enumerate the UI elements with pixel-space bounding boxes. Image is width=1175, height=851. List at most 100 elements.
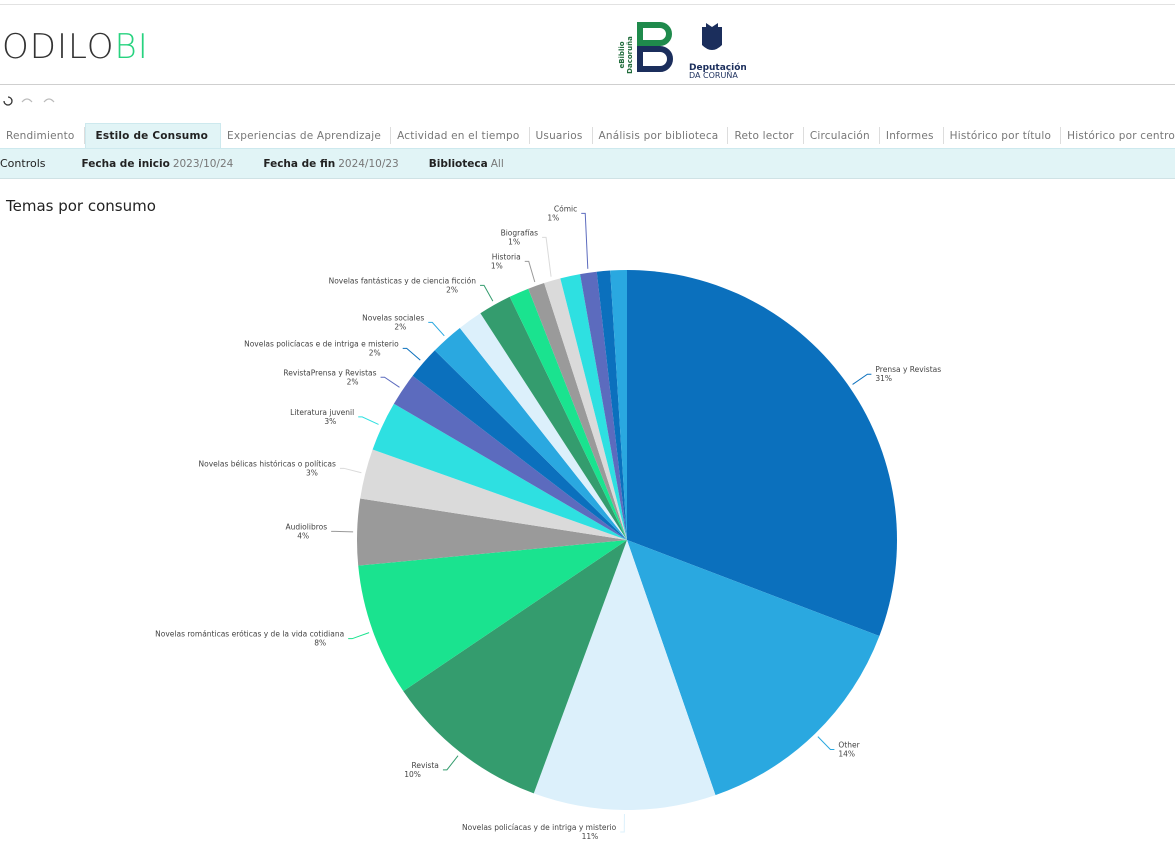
slice-value-label: 4% <box>297 531 309 540</box>
leader-line <box>331 530 354 533</box>
undo-icon[interactable] <box>21 98 33 103</box>
pie-slice <box>356 498 627 566</box>
partner-sub: DA CORUÑA <box>689 70 738 79</box>
slice-label: Other <box>838 741 860 750</box>
tab[interactable]: Informes <box>880 127 944 144</box>
leader-line <box>852 373 872 385</box>
partner-logo: eBiblio Dacoruña Deputación DA CORUÑA <box>618 22 746 79</box>
b-icon <box>637 22 672 46</box>
filter[interactable]: Fecha de fin 2024/10/23 <box>263 158 398 170</box>
filter[interactable]: Fecha de inicio 2023/10/24 <box>82 158 234 170</box>
tab[interactable]: Circulación <box>804 127 880 144</box>
tab[interactable]: Experiencias de Aprendizaje <box>221 127 392 144</box>
slice-label: Novelas fantásticas y de ciencia ficción <box>329 276 477 285</box>
tab[interactable]: Histórico por título <box>944 127 1062 144</box>
slice-label: Cómic <box>554 204 577 213</box>
chart-title: Temas por consumo <box>6 197 156 215</box>
pie-slice <box>596 270 627 540</box>
pie-slice <box>360 449 627 540</box>
filter-label: Fecha de inicio <box>81 157 170 170</box>
filter-label: Biblioteca <box>428 157 488 170</box>
leader-line <box>817 736 835 751</box>
tab[interactable]: Rendimiento <box>0 127 85 144</box>
pie-slice <box>393 375 627 540</box>
slice-value-label: 14% <box>838 750 855 759</box>
logo[interactable]: ODILOBI <box>2 27 149 67</box>
redo-icon[interactable] <box>43 98 55 103</box>
controls-label[interactable]: Controls <box>0 157 46 170</box>
pie-slice <box>627 540 880 796</box>
slice-value-label: 2% <box>394 322 406 331</box>
pie-slice <box>509 288 627 540</box>
pie-slice <box>610 270 627 540</box>
pie-slice <box>544 278 627 540</box>
tab[interactable]: Usuarios <box>530 127 593 144</box>
slice-value-label: 2% <box>347 377 359 386</box>
filter[interactable]: Biblioteca All <box>429 158 504 170</box>
slice-value-label: 2% <box>446 285 458 294</box>
pie-slice <box>627 270 897 636</box>
leader-line <box>442 755 459 771</box>
tab[interactable]: Estilo de Consumo <box>84 123 222 148</box>
pie-slice <box>412 350 627 540</box>
slice-label: Novelas bélicas históricas o políticas <box>199 459 336 468</box>
b-icon <box>637 46 673 72</box>
pie-slice <box>480 296 627 540</box>
partner-vertical-2: Dacoruña <box>626 36 634 74</box>
slice-value-label: 1% <box>508 237 520 246</box>
leader-line <box>348 632 370 640</box>
leader-line <box>480 284 494 302</box>
tab[interactable]: Reto lector <box>728 127 804 144</box>
slice-value-label: 31% <box>875 374 892 383</box>
pie-slice <box>459 313 627 540</box>
leader-line <box>380 376 400 388</box>
slice-label: Novelas policíacas y de intriga y mister… <box>462 823 617 832</box>
filter-value: 2024/10/23 <box>338 157 399 170</box>
pie-slice <box>580 271 627 540</box>
slice-label: Historia <box>492 252 521 261</box>
pie-slice <box>528 283 627 540</box>
pie-slice <box>358 540 627 692</box>
filter-bar: Controls Fecha de inicio 2023/10/24 Fecha … <box>0 149 1175 179</box>
tab[interactable]: Análisis por biblioteca <box>593 127 729 144</box>
slice-value-label: 1% <box>547 213 559 222</box>
leader-line <box>428 321 445 337</box>
slice-value-label: 1% <box>491 261 503 270</box>
leader-line <box>524 260 536 283</box>
header: ODILOBI eBiblio Dacoruña Deputación DA C… <box>0 5 1175 85</box>
refresh-icon[interactable] <box>3 96 13 106</box>
slice-label: Novelas románticas eróticas y de la vida… <box>155 630 344 639</box>
pie-slice <box>434 327 627 540</box>
logo-accent: BI <box>114 27 149 67</box>
pie-slice <box>403 540 627 794</box>
filter-value: 2023/10/24 <box>172 157 234 170</box>
tab[interactable]: Histórico por centro <box>1067 129 1175 142</box>
partner-name: Deputación <box>689 62 746 73</box>
leader-line <box>581 212 589 269</box>
leader-line <box>402 347 421 361</box>
slice-label: Prensa y Revistas <box>875 365 941 374</box>
tab[interactable]: Actividad en el tiempo <box>391 127 530 144</box>
slice-label: RevistaPrensa y Revistas <box>283 368 376 377</box>
top-border <box>0 4 1175 5</box>
slice-label: Audiolibros <box>285 522 327 531</box>
slice-label: Biografías <box>501 228 539 237</box>
filter-value: All <box>490 157 504 170</box>
leader-line <box>542 236 552 277</box>
logo-main: ODILO <box>2 27 115 67</box>
leader-line <box>358 416 379 425</box>
slice-value-label: 3% <box>324 417 336 426</box>
slice-value-label: 8% <box>314 639 326 648</box>
slice-value-label: 10% <box>404 770 421 779</box>
pie-slice <box>560 274 627 540</box>
leader-line <box>620 813 625 833</box>
leader-line <box>339 467 362 474</box>
pie-slice <box>533 540 716 810</box>
slice-value-label: 2% <box>369 348 381 357</box>
slice-value-label: 3% <box>306 468 318 477</box>
pie-slice <box>372 403 627 540</box>
slice-label: Literatura juvenil <box>290 408 354 417</box>
slice-value-label: 11% <box>582 832 599 841</box>
